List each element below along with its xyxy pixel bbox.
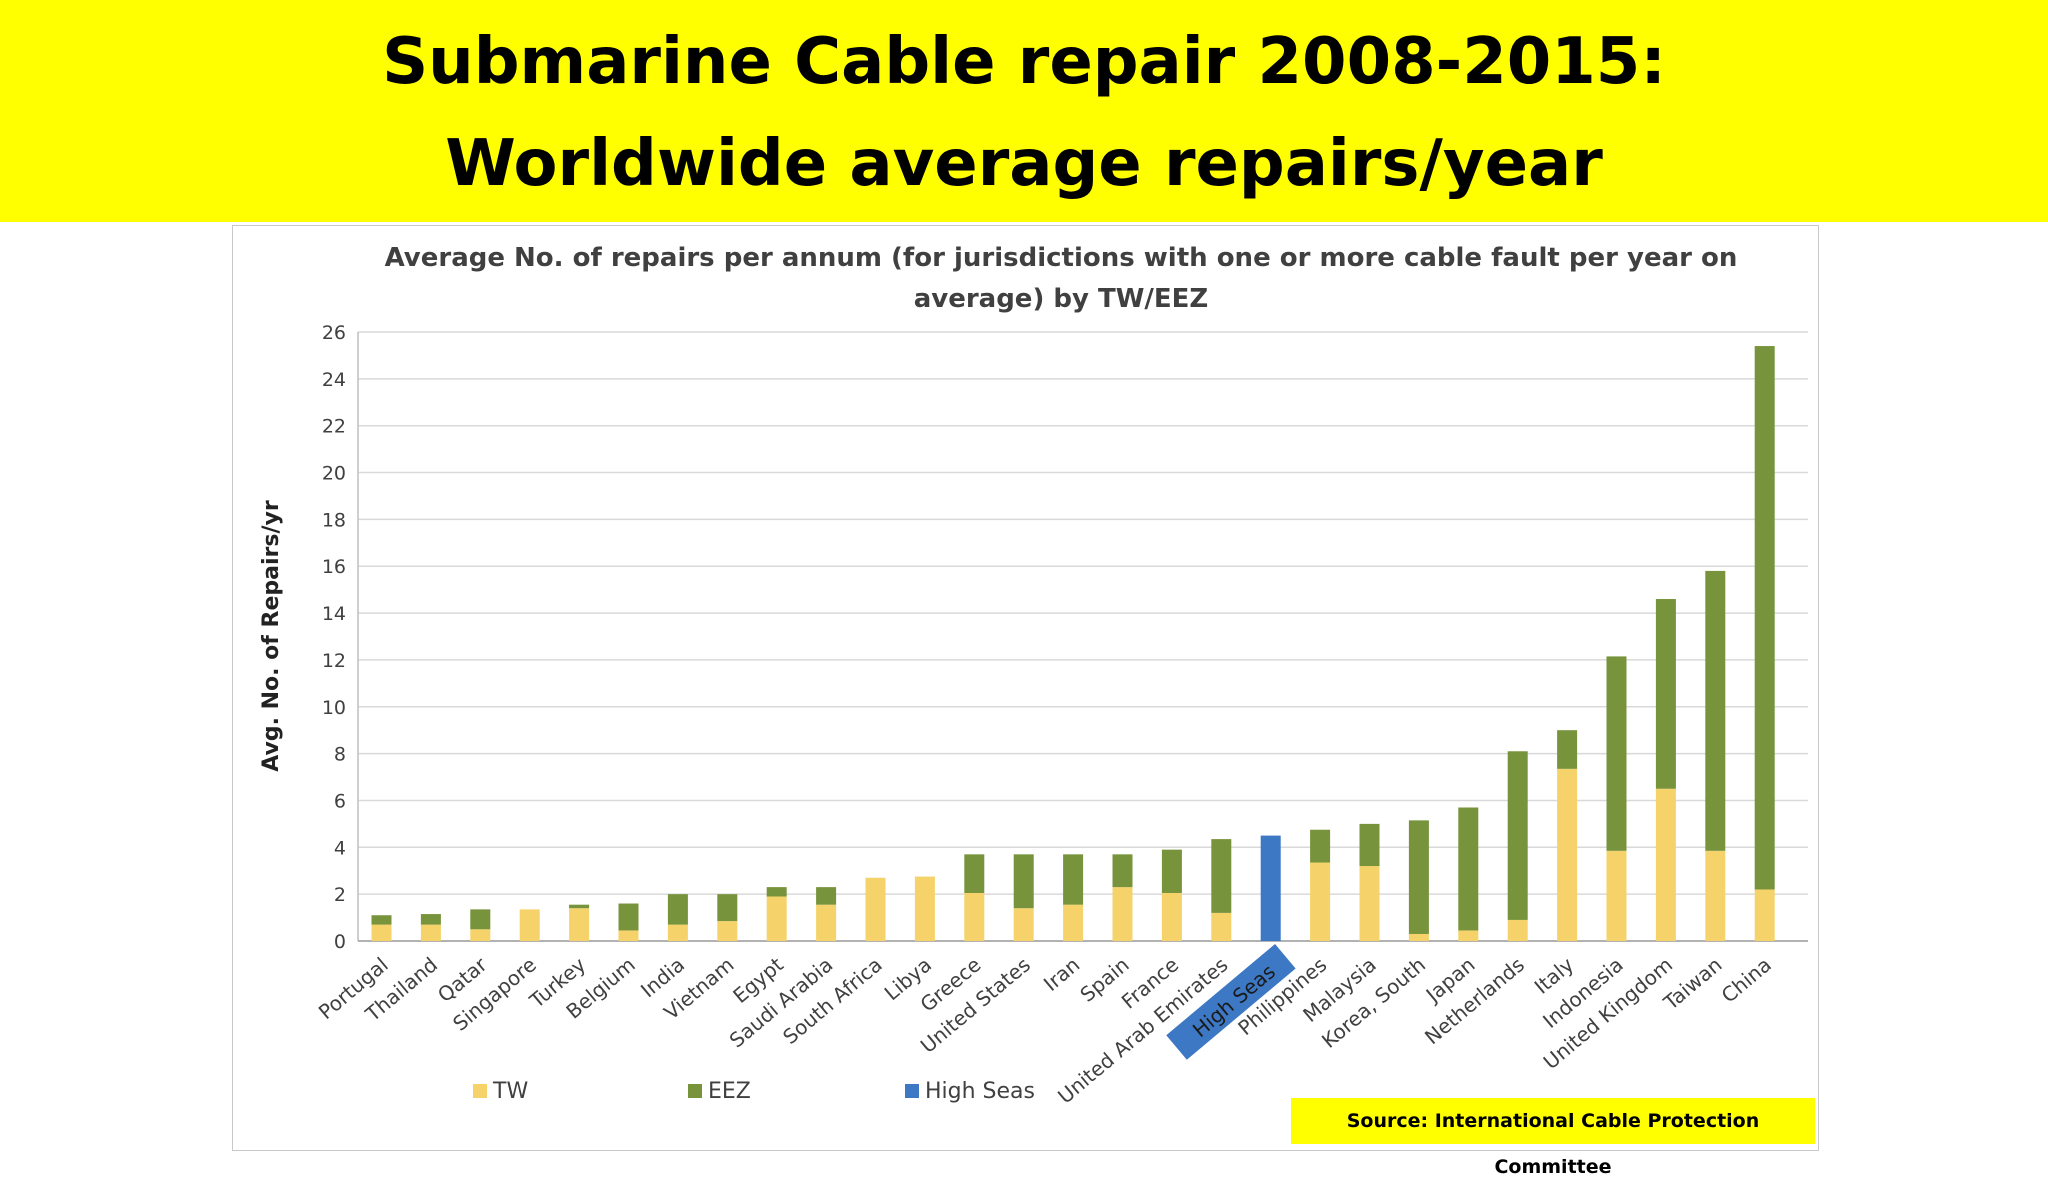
x-tick-label: China [1717, 952, 1776, 1007]
y-tick-label: 8 [334, 744, 346, 766]
bar-eez [1211, 839, 1232, 913]
bar-tw [371, 924, 392, 941]
bar-tw [1655, 788, 1676, 941]
legend-swatch [905, 1084, 919, 1098]
bar-eez [1161, 849, 1182, 893]
y-tick-label: 20 [322, 463, 346, 485]
bar-tw [1606, 850, 1627, 941]
bar-eez [1705, 570, 1726, 851]
y-tick-label: 4 [334, 837, 346, 859]
y-axis-label: Avg. No. of Repairs/yr [259, 500, 284, 772]
bar-tw [1507, 919, 1528, 941]
bar-eez [1310, 829, 1331, 863]
y-tick-label: 10 [322, 697, 346, 719]
bar-tw [914, 876, 935, 941]
bar-tw [1705, 850, 1726, 941]
bar-eez [766, 887, 787, 897]
source-box: Source: International Cable Protection C… [1291, 1098, 1815, 1178]
highlight-label-background [1166, 943, 1296, 1060]
y-tick-label: 26 [322, 322, 346, 344]
legend-label: EEZ [708, 1079, 751, 1104]
bar-eez [470, 909, 491, 930]
chart-title-line-2: average) by TW/EEZ [914, 284, 1209, 314]
page-title-line-2: Worldwide average repairs/year [445, 127, 1603, 201]
bar-tw [569, 908, 590, 941]
bar-tw [816, 904, 837, 941]
chart-title-line-1: Average No. of repairs per annum (for ju… [385, 243, 1738, 273]
bar-eez [816, 887, 837, 905]
title-banner: Submarine Cable repair 2008-2015: Worldw… [0, 0, 2048, 222]
y-tick-label: 14 [322, 603, 346, 625]
bar-tw [470, 929, 491, 941]
bar-eez [1112, 854, 1133, 888]
legend-swatch [688, 1084, 702, 1098]
stacked-bar-chart: Average No. of repairs per annum (for ju… [259, 243, 1808, 1108]
bar-tw [1013, 908, 1034, 941]
bar-tw [1557, 768, 1578, 941]
bar-tw [1310, 862, 1331, 941]
bar-tw [667, 924, 688, 941]
bar-tw [1211, 912, 1232, 941]
bar-eez [1557, 730, 1578, 769]
bar-eez [1063, 854, 1084, 905]
bar-eez [1606, 656, 1627, 851]
bar-tw [420, 924, 441, 941]
bar-high-seas [1260, 835, 1281, 941]
y-tick-label: 16 [322, 556, 346, 578]
bar-eez [667, 894, 688, 925]
bar-eez [1359, 823, 1380, 867]
bar-tw [717, 921, 738, 941]
bar-eez [420, 914, 441, 925]
bar-eez [717, 894, 738, 922]
bar-eez [618, 903, 639, 931]
bar-eez [1458, 807, 1479, 931]
y-tick-label: 0 [334, 931, 346, 953]
bar-eez [371, 915, 392, 925]
bar-eez [1507, 751, 1528, 920]
bar-eez [1013, 854, 1034, 909]
bar-eez [1655, 599, 1676, 789]
chart-frame: Average No. of repairs per annum (for ju… [232, 225, 1819, 1151]
legend-label: High Seas [925, 1079, 1035, 1104]
bar-tw [1754, 889, 1775, 941]
bar-tw [618, 930, 639, 941]
bar-tw [519, 909, 540, 941]
bar-tw [1161, 892, 1182, 941]
page-title-line-1: Submarine Cable repair 2008-2015: [382, 25, 1666, 99]
legend-swatch [473, 1084, 487, 1098]
bar-eez [569, 904, 590, 909]
y-tick-label: 22 [322, 416, 346, 438]
bar-tw [1408, 933, 1429, 941]
y-tick-label: 18 [322, 509, 346, 531]
y-tick-label: 2 [334, 884, 346, 906]
y-tick-label: 6 [334, 790, 346, 812]
bar-eez [1408, 820, 1429, 934]
bar-tw [964, 892, 985, 941]
bar-tw [1112, 887, 1133, 941]
bar-tw [766, 896, 787, 941]
source-text: Source: International Cable Protection C… [1346, 1110, 1760, 1178]
bar-tw [865, 877, 886, 941]
bar-eez [1754, 346, 1775, 890]
bar-eez [964, 854, 985, 893]
y-tick-label: 24 [322, 369, 346, 391]
legend-label: TW [492, 1079, 528, 1104]
bar-tw [1359, 866, 1380, 941]
bar-tw [1458, 930, 1479, 941]
bar-tw [1063, 904, 1084, 941]
y-tick-label: 12 [322, 650, 346, 672]
